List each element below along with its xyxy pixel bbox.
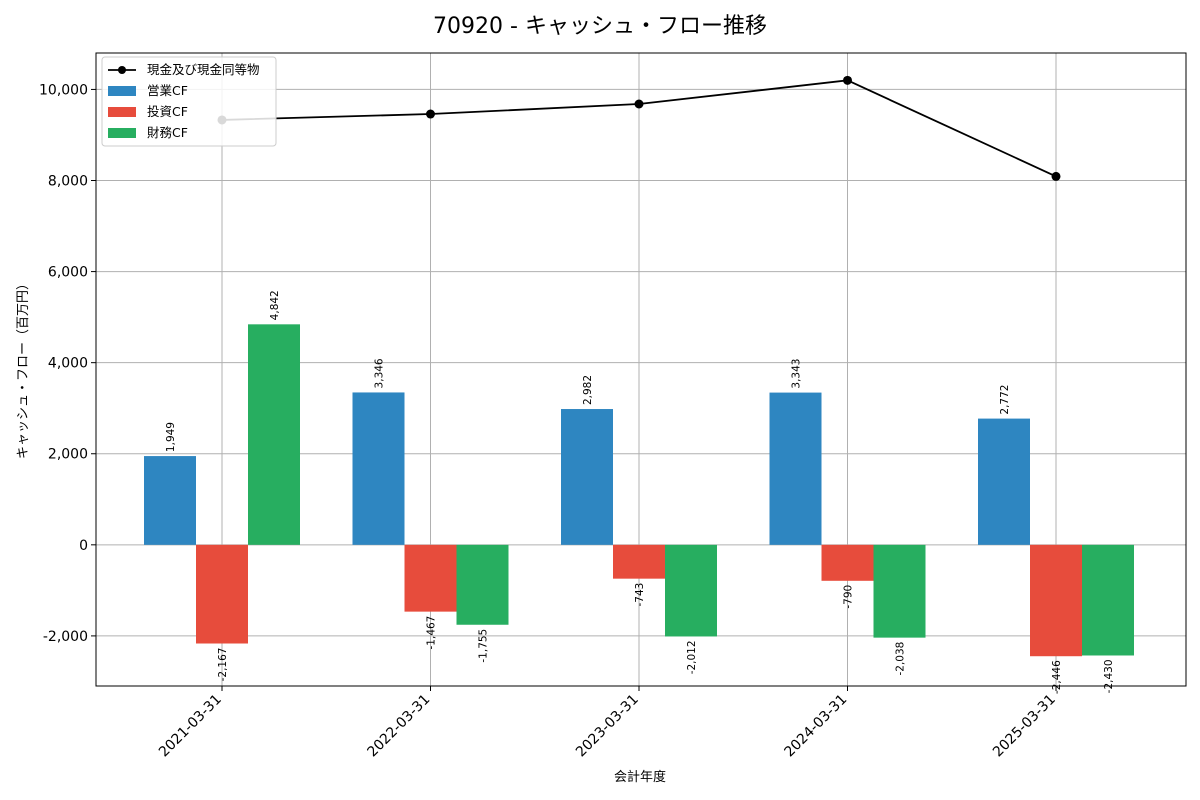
- data-label: 4,842: [269, 290, 281, 320]
- y-tick-label: 8,000: [48, 174, 88, 190]
- data-label: -790: [843, 585, 855, 609]
- plot-frame: [95, 52, 1187, 687]
- data-label: -2,038: [895, 642, 907, 676]
- cash-point: [426, 109, 435, 119]
- bar: [352, 392, 405, 545]
- bar: [665, 544, 717, 637]
- data-label: -2,167: [217, 648, 229, 682]
- bar: [978, 418, 1030, 545]
- bar: [1030, 544, 1082, 657]
- bar: [821, 544, 874, 581]
- x-tick-label: 2021-03-31: [156, 692, 225, 761]
- bar: [404, 544, 457, 612]
- y-tick-label: 6,000: [48, 265, 88, 281]
- data-label: 3,346: [374, 358, 386, 388]
- chart-title: 70920 - キャッシュ・フロー推移: [433, 14, 767, 39]
- bar: [144, 456, 196, 545]
- data-label: -2,430: [1103, 659, 1115, 693]
- legend-box: [101, 56, 277, 147]
- x-tick-label: 2022-03-31: [364, 692, 433, 761]
- data-label: -1,755: [478, 629, 490, 663]
- x-tick-label: 2023-03-31: [573, 692, 642, 761]
- y-tick-label: 2,000: [48, 447, 88, 463]
- legend-label-financing: 財務CF: [147, 125, 188, 140]
- y-tick-label: -2,000: [43, 629, 88, 645]
- legend-label-investing: 投資CF: [147, 104, 188, 119]
- data-label: -2,012: [686, 640, 698, 674]
- data-label: -1,467: [426, 616, 438, 650]
- legend-line-marker: [118, 66, 126, 74]
- bar: [613, 544, 665, 579]
- bar: [873, 544, 926, 638]
- bar-layer: [144, 324, 1134, 657]
- y-tick-label: 0: [79, 538, 88, 554]
- x-tick-label: 2025-03-31: [990, 692, 1059, 761]
- data-label: 3,343: [791, 359, 803, 389]
- y-tick-label: 4,000: [48, 356, 88, 372]
- legend: 現金及び現金同等物 営業CF 投資CF 財務CF: [101, 56, 277, 147]
- bar: [561, 409, 613, 545]
- bar: [196, 544, 248, 644]
- data-label: 1,949: [165, 422, 177, 452]
- bar: [769, 392, 822, 545]
- line-layer: [217, 75, 1061, 181]
- cash-point: [843, 75, 852, 85]
- label-layer: 1,949 3,346 2,982 3,343 2,772 -2,167 -1,467 -74…: [165, 290, 1115, 694]
- data-label: 2,982: [582, 375, 594, 405]
- data-label: -743: [634, 583, 646, 607]
- data-label: -2,446: [1051, 660, 1063, 694]
- cash-point: [1051, 171, 1061, 181]
- x-tick-label: 2024-03-31: [781, 692, 850, 761]
- legend-swatch-financing: [108, 128, 136, 138]
- legend-swatch-investing: [108, 107, 136, 117]
- data-label: 2,772: [999, 385, 1011, 415]
- y-tick-label: 10,000: [39, 82, 88, 98]
- legend-swatch-operating: [108, 86, 136, 96]
- legend-label-cash: 現金及び現金同等物: [147, 62, 260, 77]
- bar: [1082, 544, 1134, 656]
- bar: [456, 544, 509, 625]
- x-axis-label: 会計年度: [614, 769, 666, 785]
- legend-label-operating: 営業CF: [147, 83, 188, 98]
- cash-point: [634, 99, 644, 109]
- bar: [248, 324, 300, 545]
- y-axis-label: キャッシュ・フロー（百万円）: [16, 277, 31, 459]
